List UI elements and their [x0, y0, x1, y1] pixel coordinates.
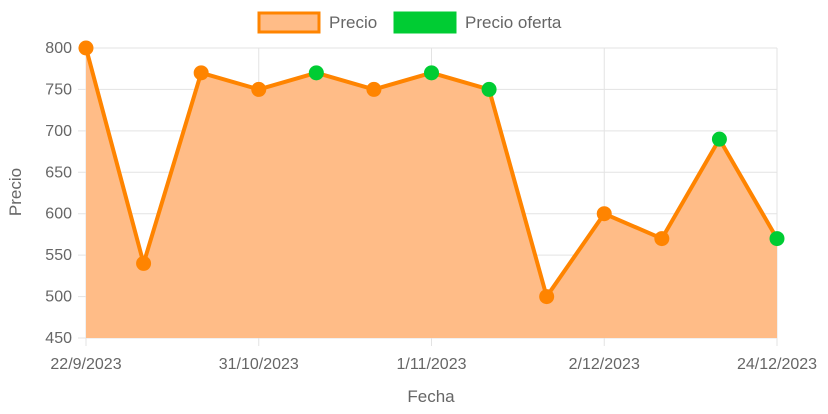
y-tick-label: 800 [45, 40, 72, 57]
y-tick-label: 450 [45, 330, 72, 347]
x-tick-label: 1/11/2023 [397, 356, 467, 373]
legend-item-precio-oferta[interactable]: Precio oferta [393, 11, 562, 34]
data-point-oferta[interactable] [308, 65, 324, 81]
legend-swatch-precio [257, 11, 321, 34]
y-tick-label: 550 [45, 247, 72, 264]
y-tick-label: 500 [45, 289, 72, 306]
legend-swatch-precio-oferta [393, 11, 457, 34]
data-point-precio[interactable] [136, 255, 152, 271]
legend-item-precio[interactable]: Precio [257, 11, 377, 34]
data-point-precio[interactable] [251, 81, 267, 97]
data-point-precio[interactable] [654, 231, 670, 247]
series-area-precio [86, 48, 777, 338]
area-fill-layer [86, 48, 777, 338]
data-points-layer [78, 40, 785, 305]
y-tick-labels: 450 500 550 600 650 700 750 800 [45, 40, 72, 347]
x-tick-label: 31/10/2023 [219, 356, 299, 373]
x-axis-title: Fecha [407, 387, 455, 406]
data-point-precio[interactable] [366, 81, 382, 97]
data-point-precio[interactable] [596, 206, 612, 222]
data-point-oferta[interactable] [711, 131, 727, 147]
data-point-precio[interactable] [539, 289, 555, 305]
data-point-precio[interactable] [78, 40, 94, 56]
y-tick-label: 650 [45, 164, 72, 181]
x-tick-label: 22/9/2023 [50, 356, 121, 373]
legend-label-precio-oferta: Precio oferta [465, 13, 562, 32]
y-tick-label: 700 [45, 123, 72, 140]
y-tick-label: 750 [45, 81, 72, 98]
y-tick-label: 600 [45, 206, 72, 223]
y-axis-title: Precio [6, 168, 25, 216]
x-tick-label: 2/12/2023 [569, 356, 640, 373]
x-tick-label: 24/12/2023 [737, 356, 817, 373]
legend: Precio Precio oferta [257, 11, 562, 34]
data-point-oferta[interactable] [769, 231, 785, 247]
legend-label-precio: Precio [329, 13, 377, 32]
data-point-precio[interactable] [193, 65, 209, 81]
data-point-oferta[interactable] [481, 81, 497, 97]
x-tick-labels: 22/9/2023 31/10/2023 1/11/2023 2/12/2023 24/… [50, 356, 817, 373]
data-point-oferta[interactable] [424, 65, 439, 81]
